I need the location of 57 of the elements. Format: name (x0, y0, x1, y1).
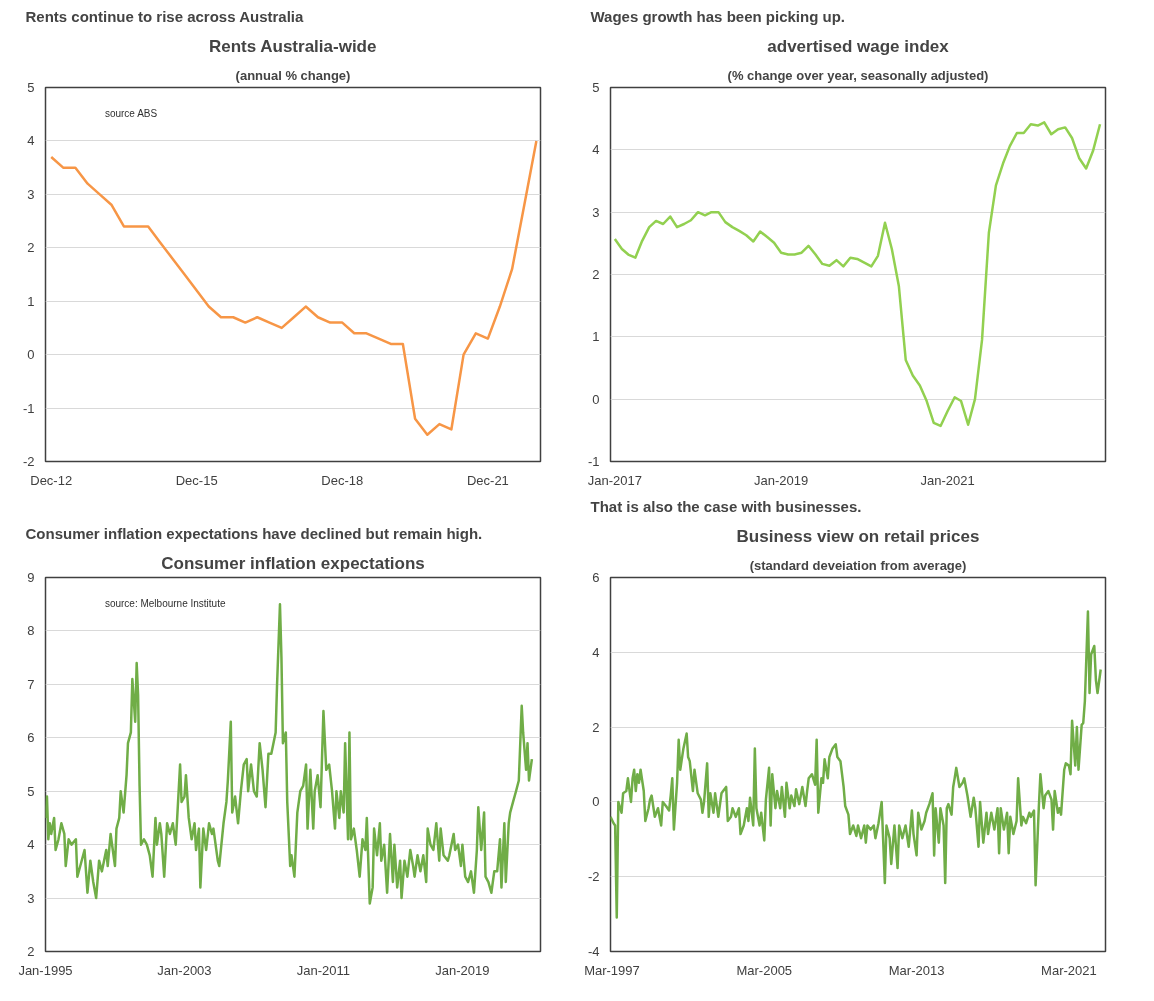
y-tick-label: 0 (592, 794, 600, 810)
y-tick-label: 1 (27, 293, 35, 309)
y-tick-label: 4 (592, 142, 600, 158)
text: Consumer inflation expectations have declined but remain high. (25, 524, 483, 542)
x-tick-label: Jan-2019 (435, 962, 490, 978)
y-tick-label: 0 (592, 391, 600, 407)
x-tick-label: Jan-2019 (754, 472, 809, 488)
x-tick-label: Jan-2017 (587, 472, 642, 488)
y-tick-label: -2 (22, 454, 35, 469)
y-tick-label: 4 (27, 133, 35, 149)
y-tick-label: -1 (587, 454, 600, 469)
y-tick-label: 3 (27, 186, 35, 202)
y-tick-label: 6 (592, 570, 600, 585)
x-tick-label: Jan-1995 (18, 962, 73, 978)
y-tick-label: 2 (592, 719, 600, 735)
x-tick-label: Dec-21 (466, 472, 509, 488)
y-tick-label: -4 (587, 944, 600, 959)
y-tick-label: 4 (592, 644, 600, 660)
chart-title: advertised wage index (767, 36, 950, 56)
y-tick-label: 9 (27, 570, 35, 585)
y-tick-label: 0 (27, 347, 35, 363)
text: That is also the case with businesses. (590, 497, 862, 515)
x-tick-label: Mar-2013 (888, 962, 945, 978)
y-tick-label: 6 (27, 730, 35, 746)
y-tick-label: 2 (27, 240, 35, 256)
x-tick-label: Mar-2005 (736, 962, 793, 978)
y-tick-label: 5 (592, 80, 600, 95)
x-tick-label: Dec-18 (321, 472, 364, 488)
x-tick-label: Mar-1997 (584, 962, 640, 978)
chart-title: Consumer inflation expectations (161, 553, 425, 573)
annotation: source ABS (104, 108, 158, 120)
text: Wages growth has been picking up. (590, 7, 845, 25)
chart-title: Business view on retail prices (736, 526, 980, 546)
annotation: source: Melbourne Institute (104, 598, 226, 610)
y-tick-label: -2 (587, 869, 600, 885)
x-tick-label: Dec-12 (30, 472, 73, 488)
y-tick-label: 7 (27, 676, 35, 692)
chart-subtitle: (annual % change) (235, 67, 351, 83)
y-tick-label: 2 (27, 944, 35, 959)
x-tick-label: Jan-2003 (157, 962, 212, 978)
y-tick-label: -1 (22, 400, 35, 416)
text: Rents continue to rise across Australia (25, 7, 305, 25)
chart-subtitle: (% change over year, seasonally adjusted) (727, 67, 989, 83)
x-tick-label: Dec-15 (175, 472, 218, 488)
y-tick-label: 4 (27, 837, 35, 853)
y-tick-label: 2 (592, 267, 600, 282)
y-tick-label: 3 (27, 890, 35, 906)
y-tick-label: 8 (27, 623, 35, 639)
x-tick-label: Mar-2021 (1041, 962, 1097, 978)
y-tick-label: 5 (27, 783, 35, 799)
chart-title: Rents Australia-wide (208, 36, 377, 56)
x-tick-label: Jan-2021 (920, 472, 975, 488)
y-tick-label: 1 (592, 329, 600, 345)
y-tick-label: 3 (592, 204, 600, 220)
chart-subtitle: (standard deveiation from average) (749, 557, 967, 573)
y-tick-label: 5 (27, 80, 35, 95)
x-tick-label: Jan-2011 (296, 962, 351, 978)
